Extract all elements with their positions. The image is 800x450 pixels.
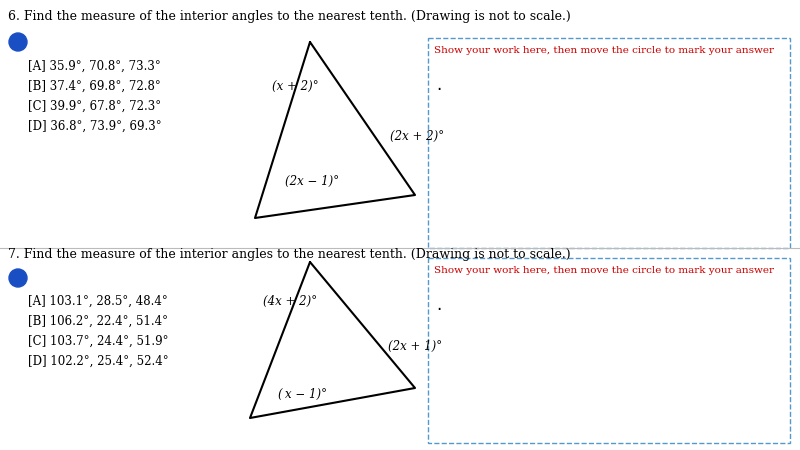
Text: [A] 103.1°, 28.5°, 48.4°: [A] 103.1°, 28.5°, 48.4° [28, 295, 168, 308]
Text: (x + 2)°: (x + 2)° [272, 80, 318, 93]
Text: [D] 36.8°, 73.9°, 69.3°: [D] 36.8°, 73.9°, 69.3° [28, 120, 162, 133]
Text: [D] 102.2°, 25.4°, 52.4°: [D] 102.2°, 25.4°, 52.4° [28, 355, 169, 368]
Text: (2x + 2)°: (2x + 2)° [390, 130, 444, 143]
Text: [C] 39.9°, 67.8°, 72.3°: [C] 39.9°, 67.8°, 72.3° [28, 100, 161, 113]
Text: (4x + 2)°: (4x + 2)° [263, 295, 317, 308]
Text: (2x + 1)°: (2x + 1)° [388, 340, 442, 353]
Text: .: . [436, 296, 442, 314]
Text: ( x − 1)°: ( x − 1)° [278, 388, 327, 401]
Text: [B] 106.2°, 22.4°, 51.4°: [B] 106.2°, 22.4°, 51.4° [28, 315, 168, 328]
Text: Show your work here, then move the circle to mark your answer: Show your work here, then move the circl… [434, 266, 774, 275]
Circle shape [9, 269, 27, 287]
Text: 6. Find the measure of the interior angles to the nearest tenth. (Drawing is not: 6. Find the measure of the interior angl… [8, 10, 570, 23]
Text: .: . [436, 76, 442, 94]
Text: Show your work here, then move the circle to mark your answer: Show your work here, then move the circl… [434, 46, 774, 55]
Text: 7. Find the measure of the interior angles to the nearest tenth. (Drawing is not: 7. Find the measure of the interior angl… [8, 248, 570, 261]
Text: [A] 35.9°, 70.8°, 73.3°: [A] 35.9°, 70.8°, 73.3° [28, 60, 161, 73]
Text: (2x − 1)°: (2x − 1)° [285, 175, 339, 188]
Bar [428, 38, 790, 248]
Text: [C] 103.7°, 24.4°, 51.9°: [C] 103.7°, 24.4°, 51.9° [28, 335, 169, 348]
Circle shape [9, 33, 27, 51]
Text: [B] 37.4°, 69.8°, 72.8°: [B] 37.4°, 69.8°, 72.8° [28, 80, 161, 93]
Bar [428, 258, 790, 443]
